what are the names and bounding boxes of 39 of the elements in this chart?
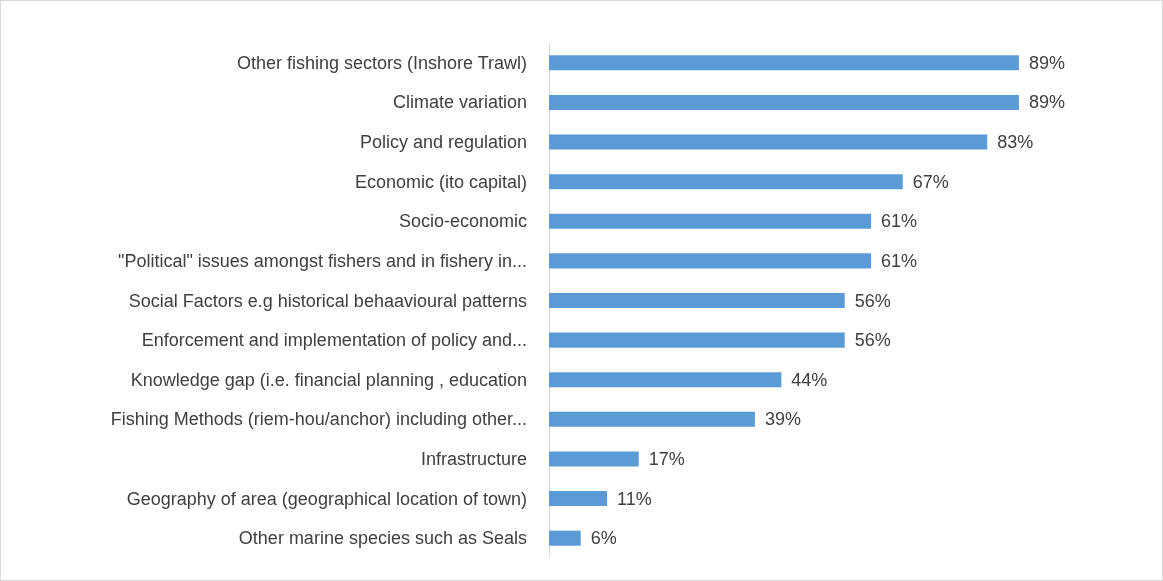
data-label: 89% (1028, 52, 1065, 73)
bar (549, 451, 639, 467)
y-tick-label: Economic (ito capital) (354, 171, 527, 192)
y-tick-label: Other marine species such as Seals (238, 528, 527, 549)
data-label: 83% (997, 132, 1034, 153)
bar (549, 491, 608, 507)
data-label: 39% (764, 409, 801, 430)
bar (549, 530, 581, 546)
y-tick-label: "Political" issues amongst fishers and in fishery in... (118, 250, 527, 271)
y-tick-label: Knowledge gap (i.e. financial planning , education (130, 369, 527, 390)
data-label: 89% (1028, 92, 1065, 113)
data-label: 6% (590, 528, 617, 549)
y-tick-label: Socio-economic (398, 211, 527, 232)
bar (549, 174, 903, 190)
y-tick-label: Infrastructure (420, 448, 527, 469)
data-label: 67% (912, 171, 949, 192)
y-tick-label: Climate variation (392, 92, 527, 113)
y-tick-label: Social Factors e.g historical behaavioural patterns (128, 290, 527, 311)
data-label: 56% (854, 290, 891, 311)
data-label: 17% (648, 448, 685, 469)
data-label: 61% (881, 250, 918, 271)
data-label: 56% (854, 330, 891, 351)
bar (549, 94, 1019, 110)
bar (549, 55, 1019, 71)
y-tick-label: Geography of area (geographical location of town) (126, 488, 527, 509)
data-label: 44% (791, 369, 828, 390)
data-label: 61% (881, 211, 918, 232)
y-tick-label: Enforcement and implementation of policy and... (141, 330, 527, 351)
bar (549, 134, 988, 150)
y-tick-label: Other fishing sectors (Inshore Trawl) (236, 52, 527, 73)
bar (549, 372, 782, 388)
bar (549, 253, 872, 269)
bar (549, 332, 845, 348)
bar (549, 292, 845, 309)
bar (549, 213, 872, 229)
bar (549, 411, 755, 427)
y-tick-label: Fishing Methods (riem-hou/anchor) including other... (110, 409, 527, 430)
y-tick-label: Policy and regulation (359, 132, 527, 153)
data-label: 11% (617, 488, 652, 509)
